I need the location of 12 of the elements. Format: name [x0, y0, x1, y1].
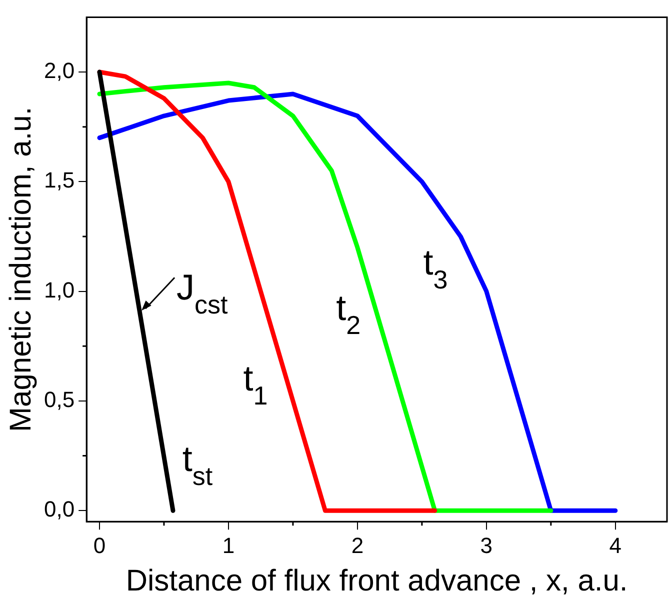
- y-tick-label: 2,0: [44, 58, 75, 84]
- y-tick-label: 0,5: [44, 387, 75, 412]
- x-axis-title: Distance of flux front advance , x, a.u.: [126, 564, 628, 598]
- y-axis-title: Magnetic inductiom, a.u.: [4, 106, 38, 432]
- x-tick-label: 2: [351, 532, 364, 558]
- x-tick-label: 0: [93, 532, 106, 558]
- x-tick-label: 1: [222, 532, 235, 558]
- x-tick-label: 3: [480, 532, 493, 558]
- y-tick-label: 1,0: [44, 277, 75, 302]
- y-tick-label: 1,5: [44, 168, 75, 193]
- y-tick-label: 0,0: [44, 496, 75, 522]
- x-tick-label: 4: [609, 532, 622, 558]
